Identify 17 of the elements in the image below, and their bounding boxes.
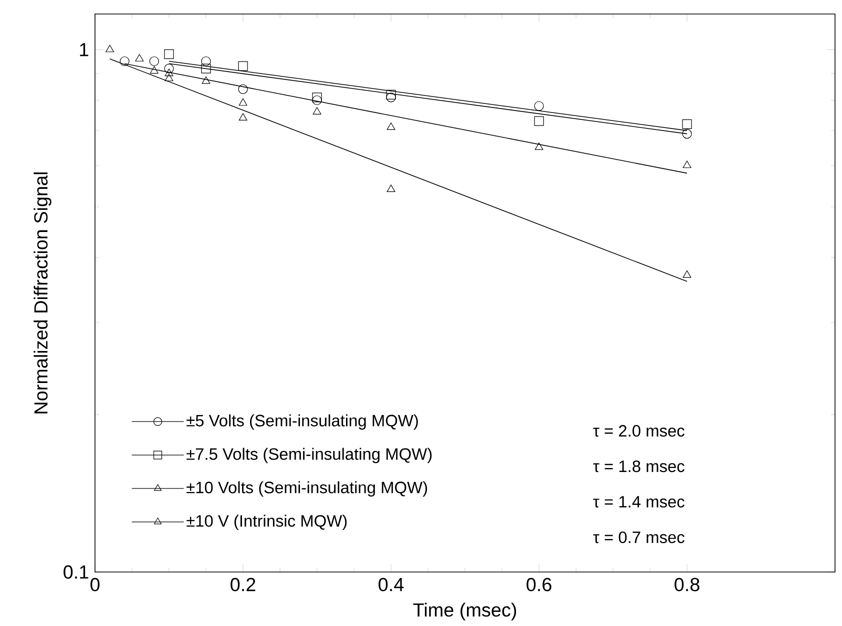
y-tick-label: 1 bbox=[80, 43, 88, 56]
annotation: τ = 0.7 msec bbox=[593, 531, 684, 544]
annotation: τ = 1.4 msec bbox=[593, 496, 684, 508]
legend-label: ±10 Volts (Semi-insulating MQW) bbox=[186, 481, 428, 497]
x-tick-label: 0 bbox=[90, 578, 100, 592]
y-axis-title: Normalized Diffraction Signal bbox=[34, 172, 52, 414]
y-tick-label: 0.1 bbox=[64, 565, 88, 579]
x-axis-title: Time (msec) bbox=[413, 602, 516, 620]
annotation: τ = 1.8 msec bbox=[593, 460, 684, 472]
x-tick-label: 0.4 bbox=[378, 578, 404, 592]
x-tick-label: 0.2 bbox=[230, 578, 256, 592]
x-tick-label: 0.6 bbox=[526, 578, 552, 592]
legend-label: ±7.5 Volts (Semi-insulating MQW) bbox=[186, 448, 432, 464]
annotation: τ = 2.0 msec bbox=[593, 425, 684, 437]
x-tick-label: 0.8 bbox=[674, 578, 700, 592]
legend-label: ±5 Volts (Semi-insulating MQW) bbox=[186, 414, 418, 430]
legend-label: ±10 V (Intrinsic MQW) bbox=[186, 514, 347, 530]
